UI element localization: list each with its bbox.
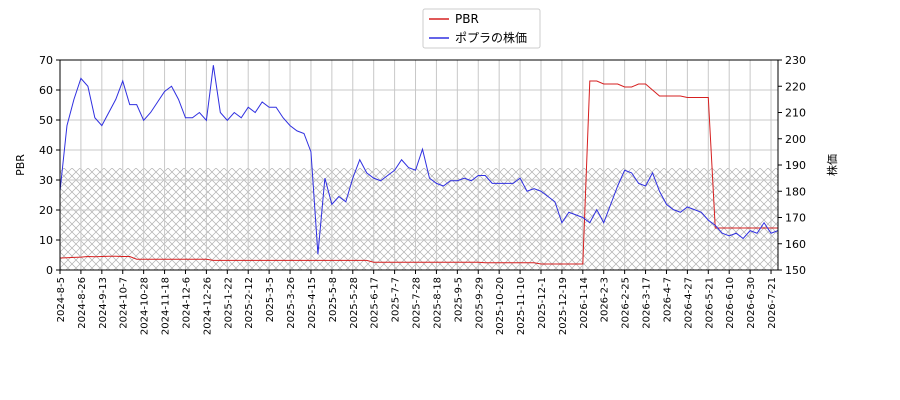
plot-frame	[59, 59, 779, 271]
x-tick-label: 2026-6-10	[725, 277, 736, 329]
x-tick-label: 2025-1-22	[223, 277, 234, 329]
x-tick-label: 2025-4-15	[307, 277, 318, 329]
x-tick-label: 2025-12-19	[558, 277, 569, 335]
x-tick-label: 2025-10-20	[495, 277, 506, 335]
y-tick-label: 70	[39, 54, 53, 67]
x-tick-label: 2025-3-5	[265, 277, 276, 322]
x-tick-label: 2025-6-17	[370, 277, 381, 329]
x-tick-label: 2024-10-28	[140, 277, 151, 335]
x-tick-label: 2025-11-10	[516, 277, 527, 335]
x-tick-label: 2026-4-7	[662, 277, 673, 322]
x-tick-label: 2026-7-21	[767, 277, 778, 329]
x-tick-label: 2024-8-5	[56, 277, 67, 322]
x-tick-label: 2025-7-28	[412, 277, 423, 329]
y2-tick-label: 150	[785, 264, 806, 277]
y2-tick-label: 170	[785, 212, 806, 225]
y2-tick-label: 180	[785, 185, 806, 198]
y-tick-label: 10	[39, 234, 53, 247]
shaded-band	[60, 168, 778, 270]
y2-tick-label: 190	[785, 159, 806, 172]
y-axis-label: PBR	[14, 154, 27, 176]
x-tick-label: 2024-8-26	[77, 277, 88, 329]
y2-tick-label: 210	[785, 107, 806, 120]
x-tick-label: 2024-12-26	[202, 277, 213, 335]
x-tick-label: 2025-12-1	[537, 277, 548, 329]
legend-box	[422, 8, 541, 49]
x-tick-label: 2024-9-13	[98, 277, 109, 329]
y2-tick-label: 230	[785, 54, 806, 67]
x-tick-label: 2025-3-26	[286, 277, 297, 329]
x-tick-label: 2025-2-12	[244, 277, 255, 329]
y-tick-label: 60	[39, 84, 53, 97]
x-tick-label: 2026-2-3	[600, 277, 611, 322]
x-tick-label: 2025-7-7	[391, 277, 402, 322]
y-tick-label: 50	[39, 114, 53, 127]
x-tick-label: 2026-6-30	[746, 277, 757, 329]
x-tick-label: 2026-2-25	[621, 277, 632, 329]
legend-label: PBR	[455, 12, 479, 26]
x-tick-label: 2024-12-6	[181, 277, 192, 329]
legend-label: ポプラの株価	[455, 30, 527, 45]
y-tick-label: 20	[39, 204, 53, 217]
x-tick-label: 2025-5-28	[349, 277, 360, 329]
y-tick-label: 40	[39, 144, 53, 157]
x-tick-label: 2025-9-29	[474, 277, 485, 329]
x-tick-label: 2026-5-21	[704, 277, 715, 329]
y2-tick-label: 200	[785, 133, 806, 146]
x-tick-label: 2025-8-18	[432, 277, 443, 329]
x-tick-label: 2024-11-18	[161, 277, 172, 335]
y2-axis-label: 株価	[825, 154, 839, 176]
x-tick-label: 2026-3-17	[642, 277, 653, 329]
y2-tick-label: 220	[785, 80, 806, 93]
x-tick-label: 2025-9-5	[453, 277, 464, 322]
x-tick-label: 2026-4-27	[683, 277, 694, 329]
series-line	[59, 80, 778, 265]
y-tick-label: 30	[39, 174, 53, 187]
x-tick-label: 2026-1-14	[579, 277, 590, 329]
y-tick-label: 0	[46, 264, 53, 277]
y2-tick-label: 160	[785, 238, 806, 251]
x-tick-label: 2025-5-8	[328, 277, 339, 322]
x-tick-label: 2024-10-7	[119, 277, 130, 329]
series-line	[59, 65, 779, 255]
